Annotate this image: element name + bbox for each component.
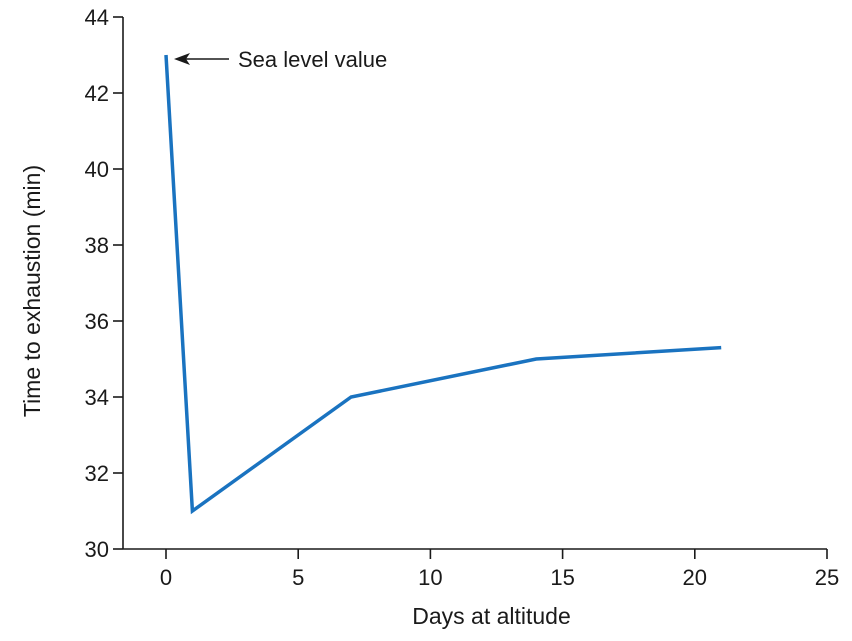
x-axis: 0 5 10 15 20 25 [123, 548, 839, 590]
y-tick-label: 30 [85, 537, 109, 562]
x-tick-label: 20 [683, 565, 707, 590]
y-axis: 30 32 34 36 38 40 42 44 [85, 5, 124, 562]
annotations: Sea level value [174, 47, 387, 72]
x-tick-label: 25 [815, 565, 839, 590]
x-tick-label: 10 [418, 565, 442, 590]
y-tick-label: 42 [85, 81, 109, 106]
x-axis-title: Days at altitude [412, 603, 571, 629]
y-tick-label: 40 [85, 157, 109, 182]
annotation-label: Sea level value [238, 47, 387, 72]
y-tick-label: 38 [85, 233, 109, 258]
y-tick-label: 36 [85, 309, 109, 334]
series-group [164, 54, 722, 515]
y-tick-label: 32 [85, 461, 109, 486]
annotation-arrow-head [174, 53, 190, 65]
y-axis-title: Time to exhaustion (min) [19, 165, 45, 417]
y-tick-label: 44 [85, 5, 109, 30]
y-tick-label: 34 [85, 385, 109, 410]
x-tick-label: 0 [160, 565, 172, 590]
series-line [164, 54, 722, 515]
x-tick-label: 15 [550, 565, 574, 590]
x-tick-label: 5 [292, 565, 304, 590]
